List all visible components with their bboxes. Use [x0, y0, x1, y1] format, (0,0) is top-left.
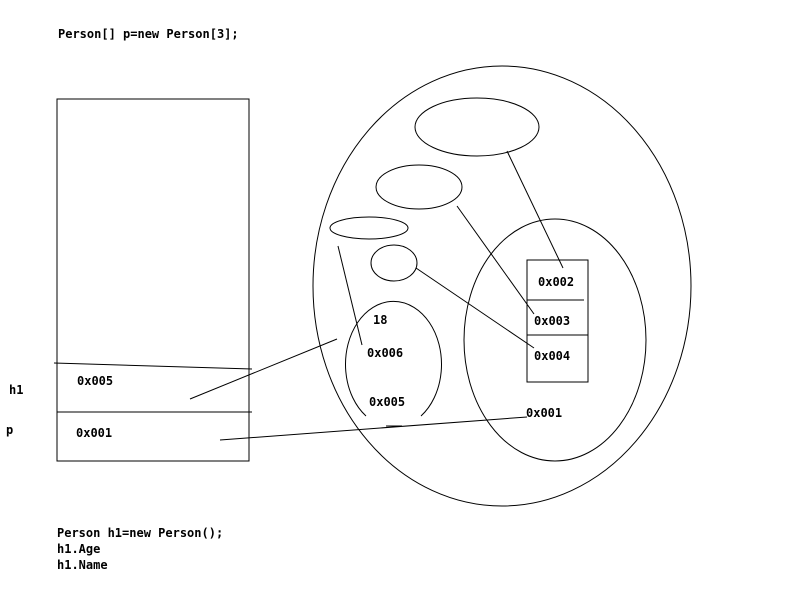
array-declaration-code: Person[] p=new Person[3]; — [58, 27, 239, 41]
age-access-code: h1.Age — [57, 542, 101, 556]
stack-variable-p-label: p — [6, 423, 14, 437]
heap-object-ellipse-3 — [329, 216, 409, 240]
ref-line-p-to-array — [219, 416, 528, 441]
heap-object-ellipse-2 — [375, 164, 463, 210]
stack-divider-h1-top — [53, 362, 253, 370]
person-object-ellipse — [345, 300, 442, 417]
stack-h1-value: 0x005 — [77, 374, 114, 388]
heap-object-ellipse-4 — [370, 244, 418, 282]
array-slot-2-value: 0x003 — [534, 314, 571, 328]
ref-line-h1-to-object — [189, 338, 338, 400]
heap-region — [312, 65, 692, 507]
ref-line-slot1-to-ellipse-1 — [506, 150, 564, 269]
person-object-address: 0x005 — [369, 395, 406, 409]
stack-box — [56, 98, 250, 462]
array-object-ellipse — [463, 218, 647, 462]
name-access-code: h1.Name — [57, 558, 108, 572]
array-slot-3-value: 0x004 — [534, 349, 571, 363]
ref-line-slot2-to-ellipse-2 — [456, 205, 535, 315]
array-object-address: 0x001 — [526, 406, 563, 420]
array-slot-1-value: 0x002 — [538, 275, 575, 289]
stack-variable-h1-label: h1 — [9, 383, 24, 397]
object-declaration-code: Person h1=new Person(); — [57, 526, 224, 540]
stack-p-value: 0x001 — [76, 426, 113, 440]
heap-object-ellipse-1 — [414, 97, 540, 157]
ref-line-name-to-ellipse-3 — [337, 245, 363, 346]
person-age-value: 18 — [373, 313, 388, 327]
person-name-ref: 0x006 — [367, 346, 404, 360]
array-slots-box — [526, 259, 589, 383]
ref-line-slot3-to-ellipse-4 — [415, 267, 535, 349]
